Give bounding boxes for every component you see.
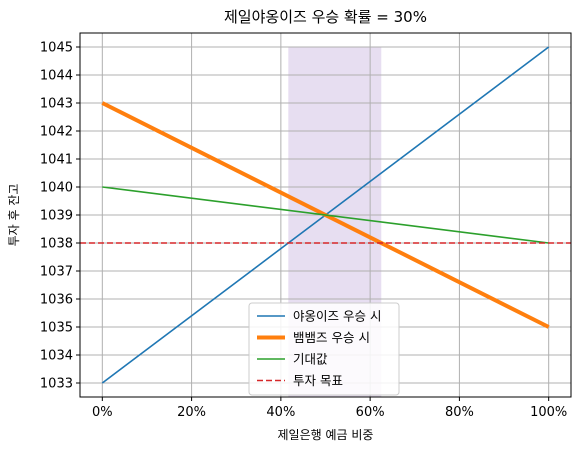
legend-box xyxy=(248,302,400,396)
y-tick-label: 1045 xyxy=(40,41,73,56)
y-tick-label: 1043 xyxy=(40,97,73,112)
series-line-3 xyxy=(102,186,549,244)
x-tick-label: 80% xyxy=(445,405,474,420)
x-tick-label: 40% xyxy=(266,405,295,420)
y-tick-layer: 1033 1034 1035 1036 1037 1038 1039 1040 1041 1042… xyxy=(40,41,80,392)
y-axis-label: 투자 후 잔고 xyxy=(7,184,21,247)
x-tick-label: 0% xyxy=(92,405,113,420)
y-tick-label: 1039 xyxy=(40,209,73,224)
legend-label-2: 뱀뱀즈 우승 시 xyxy=(293,330,370,345)
legend-label-4: 투자 목표 xyxy=(293,373,343,388)
y-tick-label: 1042 xyxy=(40,125,73,140)
y-tick-label: 1040 xyxy=(40,181,73,196)
x-axis-label: 제일은행 예금 비중 xyxy=(278,427,374,442)
y-tick-label: 1035 xyxy=(40,321,73,336)
series-layer xyxy=(80,46,571,384)
y-tick-label: 1036 xyxy=(40,293,73,308)
y-tick-label: 1034 xyxy=(40,349,73,364)
legend-label-1: 야옹이즈 우승 시 xyxy=(293,309,381,324)
y-tick-label: 1044 xyxy=(40,69,73,84)
x-tick-label: 100% xyxy=(530,405,567,420)
legend-label-3: 기대값 xyxy=(293,352,328,367)
chart-title: 제일야옹이즈 우승 확률 = 30% xyxy=(224,8,427,26)
x-tick-label: 20% xyxy=(177,405,206,420)
y-tick-label: 1037 xyxy=(40,265,73,280)
y-tick-label: 1041 xyxy=(40,153,73,168)
x-tick-layer: 0% 20% 40% 60% 80% 100% xyxy=(92,397,567,420)
x-tick-label: 60% xyxy=(356,405,385,420)
y-tick-label: 1033 xyxy=(40,377,73,392)
y-tick-label: 1038 xyxy=(40,237,73,252)
